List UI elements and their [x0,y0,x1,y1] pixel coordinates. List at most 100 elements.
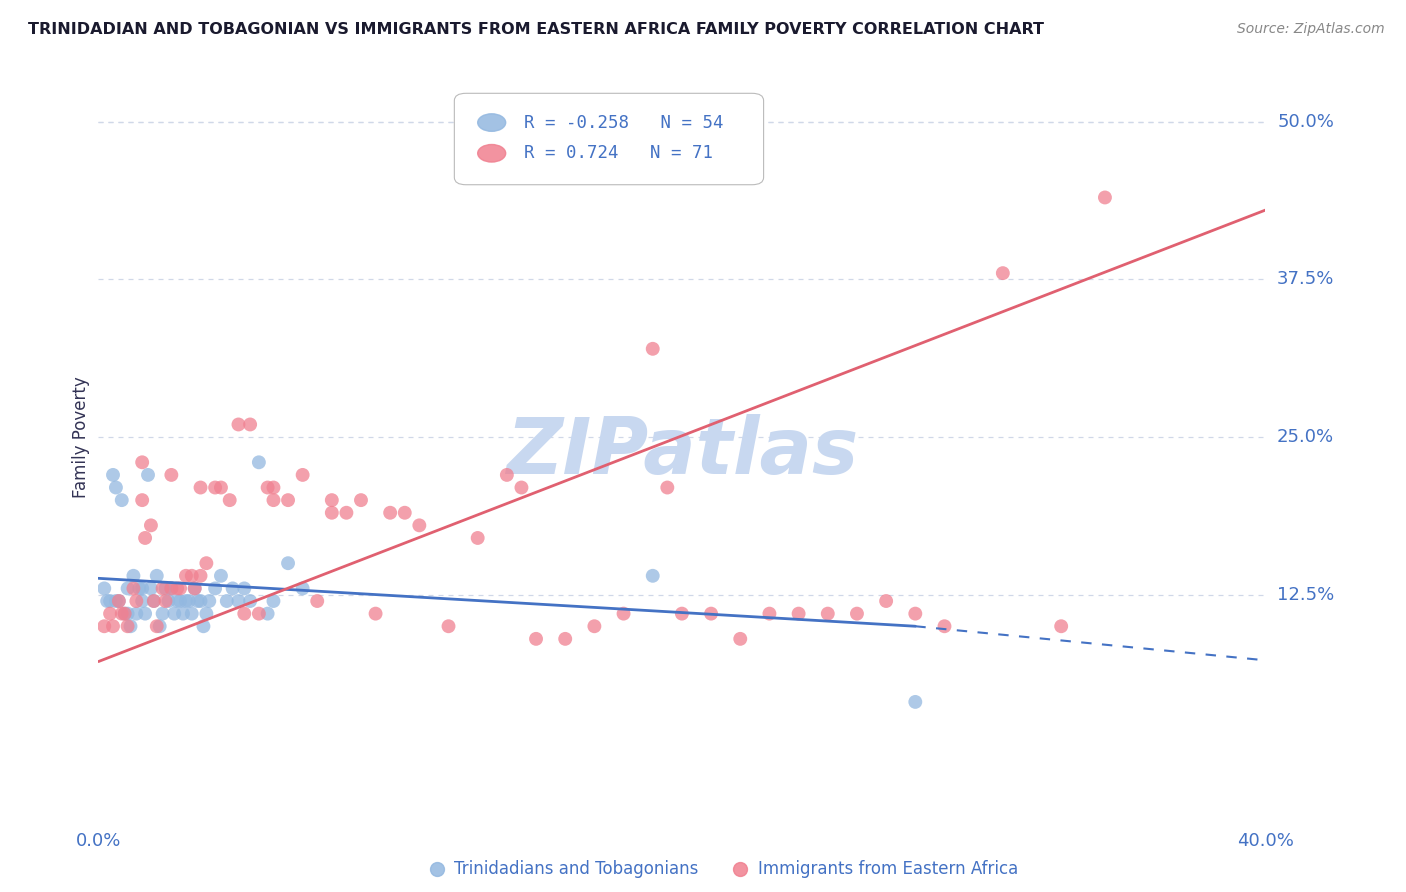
Point [125,594,148,608]
Point [114,607,136,621]
Point [142,594,165,608]
Point [169,582,191,596]
Point [131,455,153,469]
Text: Trinidadians and Tobagonians: Trinidadians and Tobagonians [454,860,699,878]
Point [1050,619,1073,633]
Point [183,582,205,596]
Point [122,582,145,596]
Point [239,594,262,608]
Point [218,493,240,508]
Point [117,582,139,596]
Point [117,619,139,633]
Point [160,467,183,482]
Point [204,481,226,495]
Point [256,607,278,621]
Point [172,607,194,621]
Point [437,619,460,633]
Point [277,556,299,570]
Point [155,582,177,596]
Point [758,607,780,621]
Point [247,455,270,469]
Text: R = 0.724   N = 71: R = 0.724 N = 71 [524,145,713,162]
Point [155,594,177,608]
Point [262,481,284,495]
Point [228,594,250,608]
Point [169,594,191,608]
Point [190,481,212,495]
Point [187,594,209,608]
Point [904,607,927,621]
Point [98,607,121,621]
Point [134,531,156,545]
Point [152,607,174,621]
Point [160,582,183,596]
Point [817,607,839,621]
Point [104,481,127,495]
Point [657,481,679,495]
Point [394,506,416,520]
Text: 40.0%: 40.0% [1237,832,1294,850]
Point [277,493,299,508]
Point [641,569,664,583]
Point [131,493,153,508]
Point [131,582,153,596]
Point [221,582,243,596]
Point [152,582,174,596]
Point [190,569,212,583]
Point [131,594,153,608]
Point [291,467,314,482]
Text: 50.0%: 50.0% [1277,112,1334,131]
Text: TRINIDADIAN AND TOBAGONIAN VS IMMIGRANTS FROM EASTERN AFRICA FAMILY POVERTY CORR: TRINIDADIAN AND TOBAGONIAN VS IMMIGRANTS… [28,22,1045,37]
Point [111,607,134,621]
Point [510,481,533,495]
Point [166,594,188,608]
Point [96,594,118,608]
Point [146,569,169,583]
Point [139,582,162,596]
Point [262,493,284,508]
Point [728,632,751,646]
Point [700,607,723,621]
Point [335,506,357,520]
Point [787,607,810,621]
Text: ZIPatlas: ZIPatlas [506,414,858,490]
Point [108,594,131,608]
Text: 0.0%: 0.0% [76,832,121,850]
Point [174,569,197,583]
Point [111,493,134,508]
Point [364,607,387,621]
Point [174,594,197,608]
Point [934,619,956,633]
Point [117,607,139,621]
Text: Immigrants from Eastern Africa: Immigrants from Eastern Africa [758,860,1018,878]
Point [177,594,200,608]
Point [120,619,142,633]
Point [195,556,218,570]
Point [209,569,232,583]
Point [204,582,226,596]
Point [104,594,127,608]
Point [93,619,115,633]
Point [146,619,169,633]
Circle shape [478,114,506,131]
Point [125,607,148,621]
Point [554,632,576,646]
Point [101,619,124,633]
Y-axis label: Family Poverty: Family Poverty [72,376,90,498]
Point [321,493,343,508]
Point [180,607,202,621]
Point [583,619,606,633]
Point [256,481,278,495]
Point [467,531,489,545]
Point [128,582,150,596]
Point [142,594,165,608]
Point [98,594,121,608]
Text: 25.0%: 25.0% [1277,428,1334,446]
Point [180,569,202,583]
Point [139,518,162,533]
Point [321,506,343,520]
Point [108,594,131,608]
Point [198,594,221,608]
Point [262,594,284,608]
Point [190,594,212,608]
